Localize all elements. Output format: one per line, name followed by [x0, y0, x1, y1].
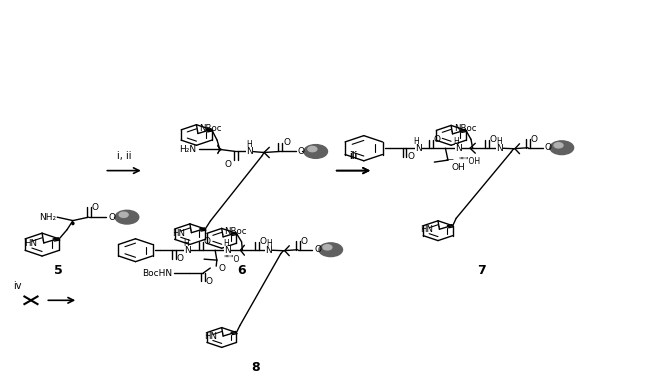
Text: 6: 6	[238, 264, 247, 277]
Circle shape	[304, 145, 327, 158]
Text: 7: 7	[477, 264, 486, 277]
Text: O: O	[225, 160, 232, 169]
Text: H: H	[223, 239, 229, 248]
Text: O: O	[92, 203, 99, 212]
Text: HN: HN	[172, 229, 185, 238]
Text: N: N	[414, 144, 422, 153]
Text: O: O	[314, 245, 321, 254]
Text: i, ii: i, ii	[117, 151, 132, 161]
Text: """O: """O	[223, 255, 240, 264]
Circle shape	[308, 146, 317, 152]
Text: O: O	[531, 135, 537, 144]
Text: N: N	[455, 144, 461, 153]
Text: O: O	[490, 135, 497, 144]
Text: N: N	[496, 144, 502, 153]
Text: H: H	[183, 239, 189, 248]
Text: NBoc: NBoc	[225, 228, 247, 236]
Text: O: O	[283, 138, 290, 147]
Text: N: N	[184, 246, 191, 255]
Text: O: O	[177, 254, 184, 263]
Text: O: O	[206, 277, 213, 286]
Circle shape	[323, 245, 332, 250]
Text: H: H	[247, 140, 253, 149]
Text: NBoc: NBoc	[200, 124, 222, 133]
Circle shape	[119, 212, 128, 217]
Text: 5: 5	[54, 264, 63, 277]
Text: O: O	[260, 237, 266, 246]
Text: """OH: """OH	[458, 157, 481, 166]
Text: 8: 8	[251, 361, 259, 374]
Text: N: N	[247, 147, 253, 156]
Text: HN: HN	[204, 332, 217, 341]
Text: O: O	[108, 213, 115, 222]
Text: O: O	[298, 147, 305, 156]
Text: N: N	[225, 246, 231, 255]
Text: iii: iii	[349, 151, 358, 161]
Text: H: H	[453, 137, 459, 146]
Circle shape	[554, 143, 563, 148]
Text: H: H	[414, 137, 419, 146]
Text: O: O	[301, 237, 307, 246]
Text: O: O	[204, 237, 210, 246]
Text: HN: HN	[420, 225, 434, 234]
Circle shape	[550, 141, 574, 154]
Text: O: O	[545, 143, 551, 152]
Text: OH: OH	[451, 163, 465, 172]
Circle shape	[115, 210, 139, 224]
Text: NBoc: NBoc	[454, 124, 477, 134]
Text: N: N	[266, 246, 272, 255]
Text: O: O	[219, 264, 226, 272]
Text: NH₂: NH₂	[39, 213, 56, 222]
Text: iii: iii	[349, 151, 358, 161]
Text: HN: HN	[24, 239, 37, 248]
Text: O: O	[407, 152, 414, 161]
Text: BocHN: BocHN	[142, 269, 173, 277]
Text: O: O	[434, 135, 440, 144]
Text: H: H	[496, 137, 502, 146]
Text: iv: iv	[13, 281, 21, 291]
Text: H: H	[266, 239, 272, 248]
Circle shape	[319, 243, 342, 257]
Text: H₂N: H₂N	[179, 145, 196, 154]
